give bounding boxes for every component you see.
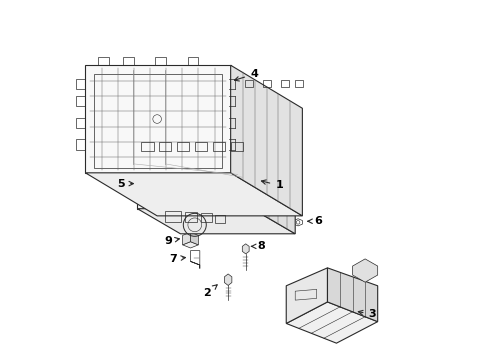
Text: 4: 4	[235, 69, 258, 81]
Text: 7: 7	[170, 254, 185, 264]
Bar	[213, 142, 225, 151]
Polygon shape	[252, 151, 295, 234]
Polygon shape	[286, 302, 378, 343]
Bar	[76, 78, 85, 89]
Bar	[231, 142, 243, 151]
Bar	[201, 213, 212, 222]
Bar	[123, 57, 134, 65]
Bar	[76, 118, 85, 128]
Bar	[159, 142, 171, 151]
Bar	[76, 139, 85, 149]
Polygon shape	[191, 232, 198, 245]
Text: 8: 8	[251, 241, 265, 251]
Polygon shape	[137, 151, 252, 209]
Bar	[295, 80, 303, 87]
Text: 5: 5	[118, 179, 133, 189]
Polygon shape	[183, 242, 198, 248]
Bar	[185, 212, 197, 222]
Bar	[155, 57, 166, 65]
Polygon shape	[85, 173, 302, 216]
Bar	[141, 142, 153, 151]
Polygon shape	[224, 274, 232, 285]
Bar	[215, 215, 225, 223]
Bar	[195, 142, 207, 151]
Polygon shape	[85, 65, 231, 173]
Polygon shape	[353, 259, 378, 282]
Bar	[245, 80, 253, 87]
Text: 9: 9	[164, 236, 179, 246]
Polygon shape	[134, 180, 144, 188]
Bar	[98, 57, 109, 65]
Bar	[165, 211, 181, 222]
Polygon shape	[183, 232, 191, 245]
Polygon shape	[137, 209, 295, 234]
Polygon shape	[242, 244, 249, 254]
Polygon shape	[286, 268, 327, 323]
Polygon shape	[231, 65, 302, 216]
Text: 2: 2	[203, 285, 217, 298]
Bar	[188, 57, 198, 65]
Polygon shape	[327, 268, 378, 321]
Bar	[177, 142, 190, 151]
Bar	[76, 96, 85, 107]
Text: 3: 3	[358, 310, 376, 319]
Bar	[263, 80, 271, 87]
Text: 6: 6	[308, 216, 322, 226]
Bar	[281, 80, 289, 87]
Text: 1: 1	[262, 180, 283, 190]
